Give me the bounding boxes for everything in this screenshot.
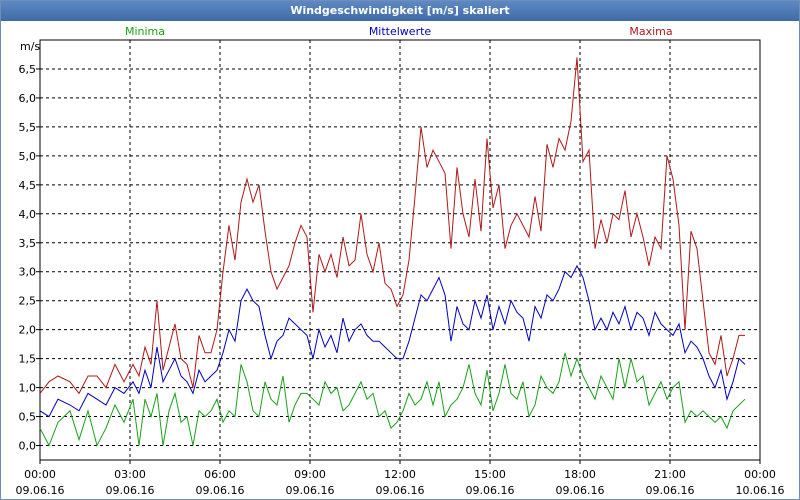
- x-tick-time: 12:00: [384, 468, 416, 481]
- y-tick-label: 6,0: [19, 92, 37, 105]
- y-axis-label: m/s: [20, 40, 40, 53]
- x-tick-date: 09.06.16: [16, 484, 65, 497]
- legend-maxima: Maxima: [629, 25, 672, 38]
- series-line-maxima: [39, 57, 745, 395]
- y-axis: 0,0 0,5 1,0 1,5 2,0 2,5 3,0 3,5 4,0 4,5 5,0 5,5 6,0 6…: [19, 63, 40, 453]
- series-line-minima: [39, 352, 746, 447]
- x-tick-time: 00:00: [744, 468, 776, 481]
- x-tick-date: 09.06.16: [196, 484, 245, 497]
- y-tick-label: 1,0: [19, 382, 37, 395]
- x-tick-time: 09:00: [294, 468, 326, 481]
- y-tick-label: 6,5: [19, 63, 37, 76]
- y-tick-label: 3,0: [19, 266, 37, 279]
- x-tick-time: 21:00: [654, 468, 686, 481]
- y-tick-label: 3,5: [19, 237, 37, 250]
- legend-minima: Minima: [125, 25, 165, 38]
- x-tick-time: 18:00: [564, 468, 596, 481]
- series-lines: [39, 57, 746, 447]
- y-tick-label: 4,0: [19, 208, 37, 221]
- x-tick-date: 10.06.16: [736, 484, 785, 497]
- x-tick-time: 03:00: [114, 468, 146, 481]
- legend-mittelwerte: Mittelwerte: [369, 25, 432, 38]
- x-tick-date: 09.06.16: [646, 484, 695, 497]
- x-tick-time: 00:00: [24, 468, 56, 481]
- x-tick-date: 09.06.16: [106, 484, 155, 497]
- x-tick-time: 06:00: [204, 468, 236, 481]
- window-title: Windgeschwindigkeit [m/s] skaliert: [1, 1, 799, 21]
- x-tick-date: 09.06.16: [556, 484, 605, 497]
- x-tick-date: 09.06.16: [466, 484, 515, 497]
- y-tick-label: 5,0: [19, 150, 37, 163]
- series-line-mittelwerte: [39, 264, 746, 418]
- y-tick-label: 1,5: [19, 353, 37, 366]
- y-tick-label: 2,0: [19, 324, 37, 337]
- y-tick-label: 2,5: [19, 295, 37, 308]
- y-tick-label: 5,5: [19, 121, 37, 134]
- y-tick-label: 4,5: [19, 179, 37, 192]
- x-tick-time: 15:00: [474, 468, 506, 481]
- x-tick-date: 09.06.16: [286, 484, 335, 497]
- y-tick-label: 0,0: [19, 440, 37, 453]
- x-axis: 00:00 09.06.16 03:00 09.06.16 06:00 09.06.16 0…: [16, 460, 785, 497]
- y-tick-label: 0,5: [19, 411, 37, 424]
- x-tick-date: 09.06.16: [376, 484, 425, 497]
